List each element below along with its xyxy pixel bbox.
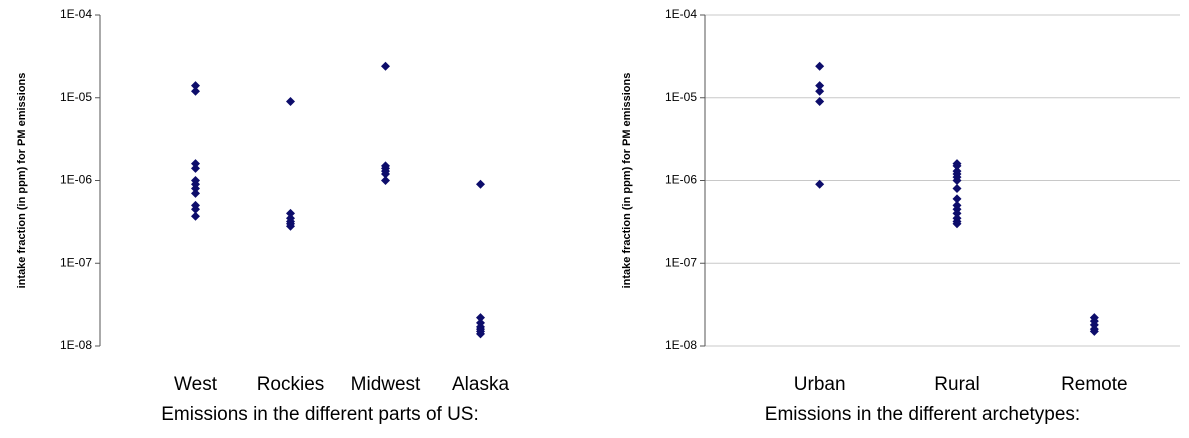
marker <box>381 176 390 185</box>
y-tick-label: 1E-04 <box>60 7 92 21</box>
marker <box>815 97 825 107</box>
marker <box>381 169 390 179</box>
y-tick-label: 1E-04 <box>665 7 697 21</box>
marker <box>191 188 200 198</box>
marker <box>815 61 825 71</box>
x-tick-label: Midwest <box>351 374 421 395</box>
marker <box>191 184 200 194</box>
marker <box>191 204 200 214</box>
marker <box>191 81 200 91</box>
y-tick-label: 1E-05 <box>60 90 92 104</box>
marker <box>952 219 962 229</box>
marker <box>191 163 200 173</box>
marker <box>191 86 200 96</box>
x-tick-label: West <box>174 374 218 395</box>
y-tick-label: 1E-06 <box>665 173 697 187</box>
x-tick-label: Remote <box>1061 374 1128 395</box>
marker <box>815 81 825 91</box>
marker <box>476 329 485 339</box>
marker <box>1089 326 1099 336</box>
marker <box>815 86 825 96</box>
x-tick-label: Rural <box>934 374 979 395</box>
x-tick-label: Rockies <box>257 374 325 395</box>
x-tick-label: Alaska <box>452 374 509 395</box>
marker <box>381 61 390 71</box>
marker <box>191 159 200 169</box>
y-axis-label: intake fraction (in ppm) for PM emission… <box>16 73 28 289</box>
marker <box>286 208 295 218</box>
marker <box>952 184 962 194</box>
marker <box>476 179 485 189</box>
x-axis-label: Emissions in the different archetypes: <box>765 404 1080 425</box>
marker <box>952 161 962 171</box>
marker <box>952 194 962 204</box>
marker <box>286 221 295 231</box>
marker <box>952 176 962 185</box>
x-tick-label: Urban <box>794 374 846 395</box>
y-tick-label: 1E-08 <box>60 338 92 352</box>
marker <box>191 211 200 221</box>
y-tick-label: 1E-08 <box>665 338 697 352</box>
y-axis-label: intake fraction (in ppm) for PM emission… <box>621 73 633 289</box>
marker <box>476 313 485 323</box>
y-tick-label: 1E-05 <box>665 90 697 104</box>
marker <box>815 179 825 189</box>
marker <box>286 97 295 107</box>
x-axis-label: Emissions in the different parts of US: <box>161 404 479 425</box>
y-tick-label: 1E-07 <box>60 255 92 269</box>
marker <box>952 208 962 218</box>
y-tick-label: 1E-07 <box>665 255 697 269</box>
y-tick-label: 1E-06 <box>60 173 92 187</box>
